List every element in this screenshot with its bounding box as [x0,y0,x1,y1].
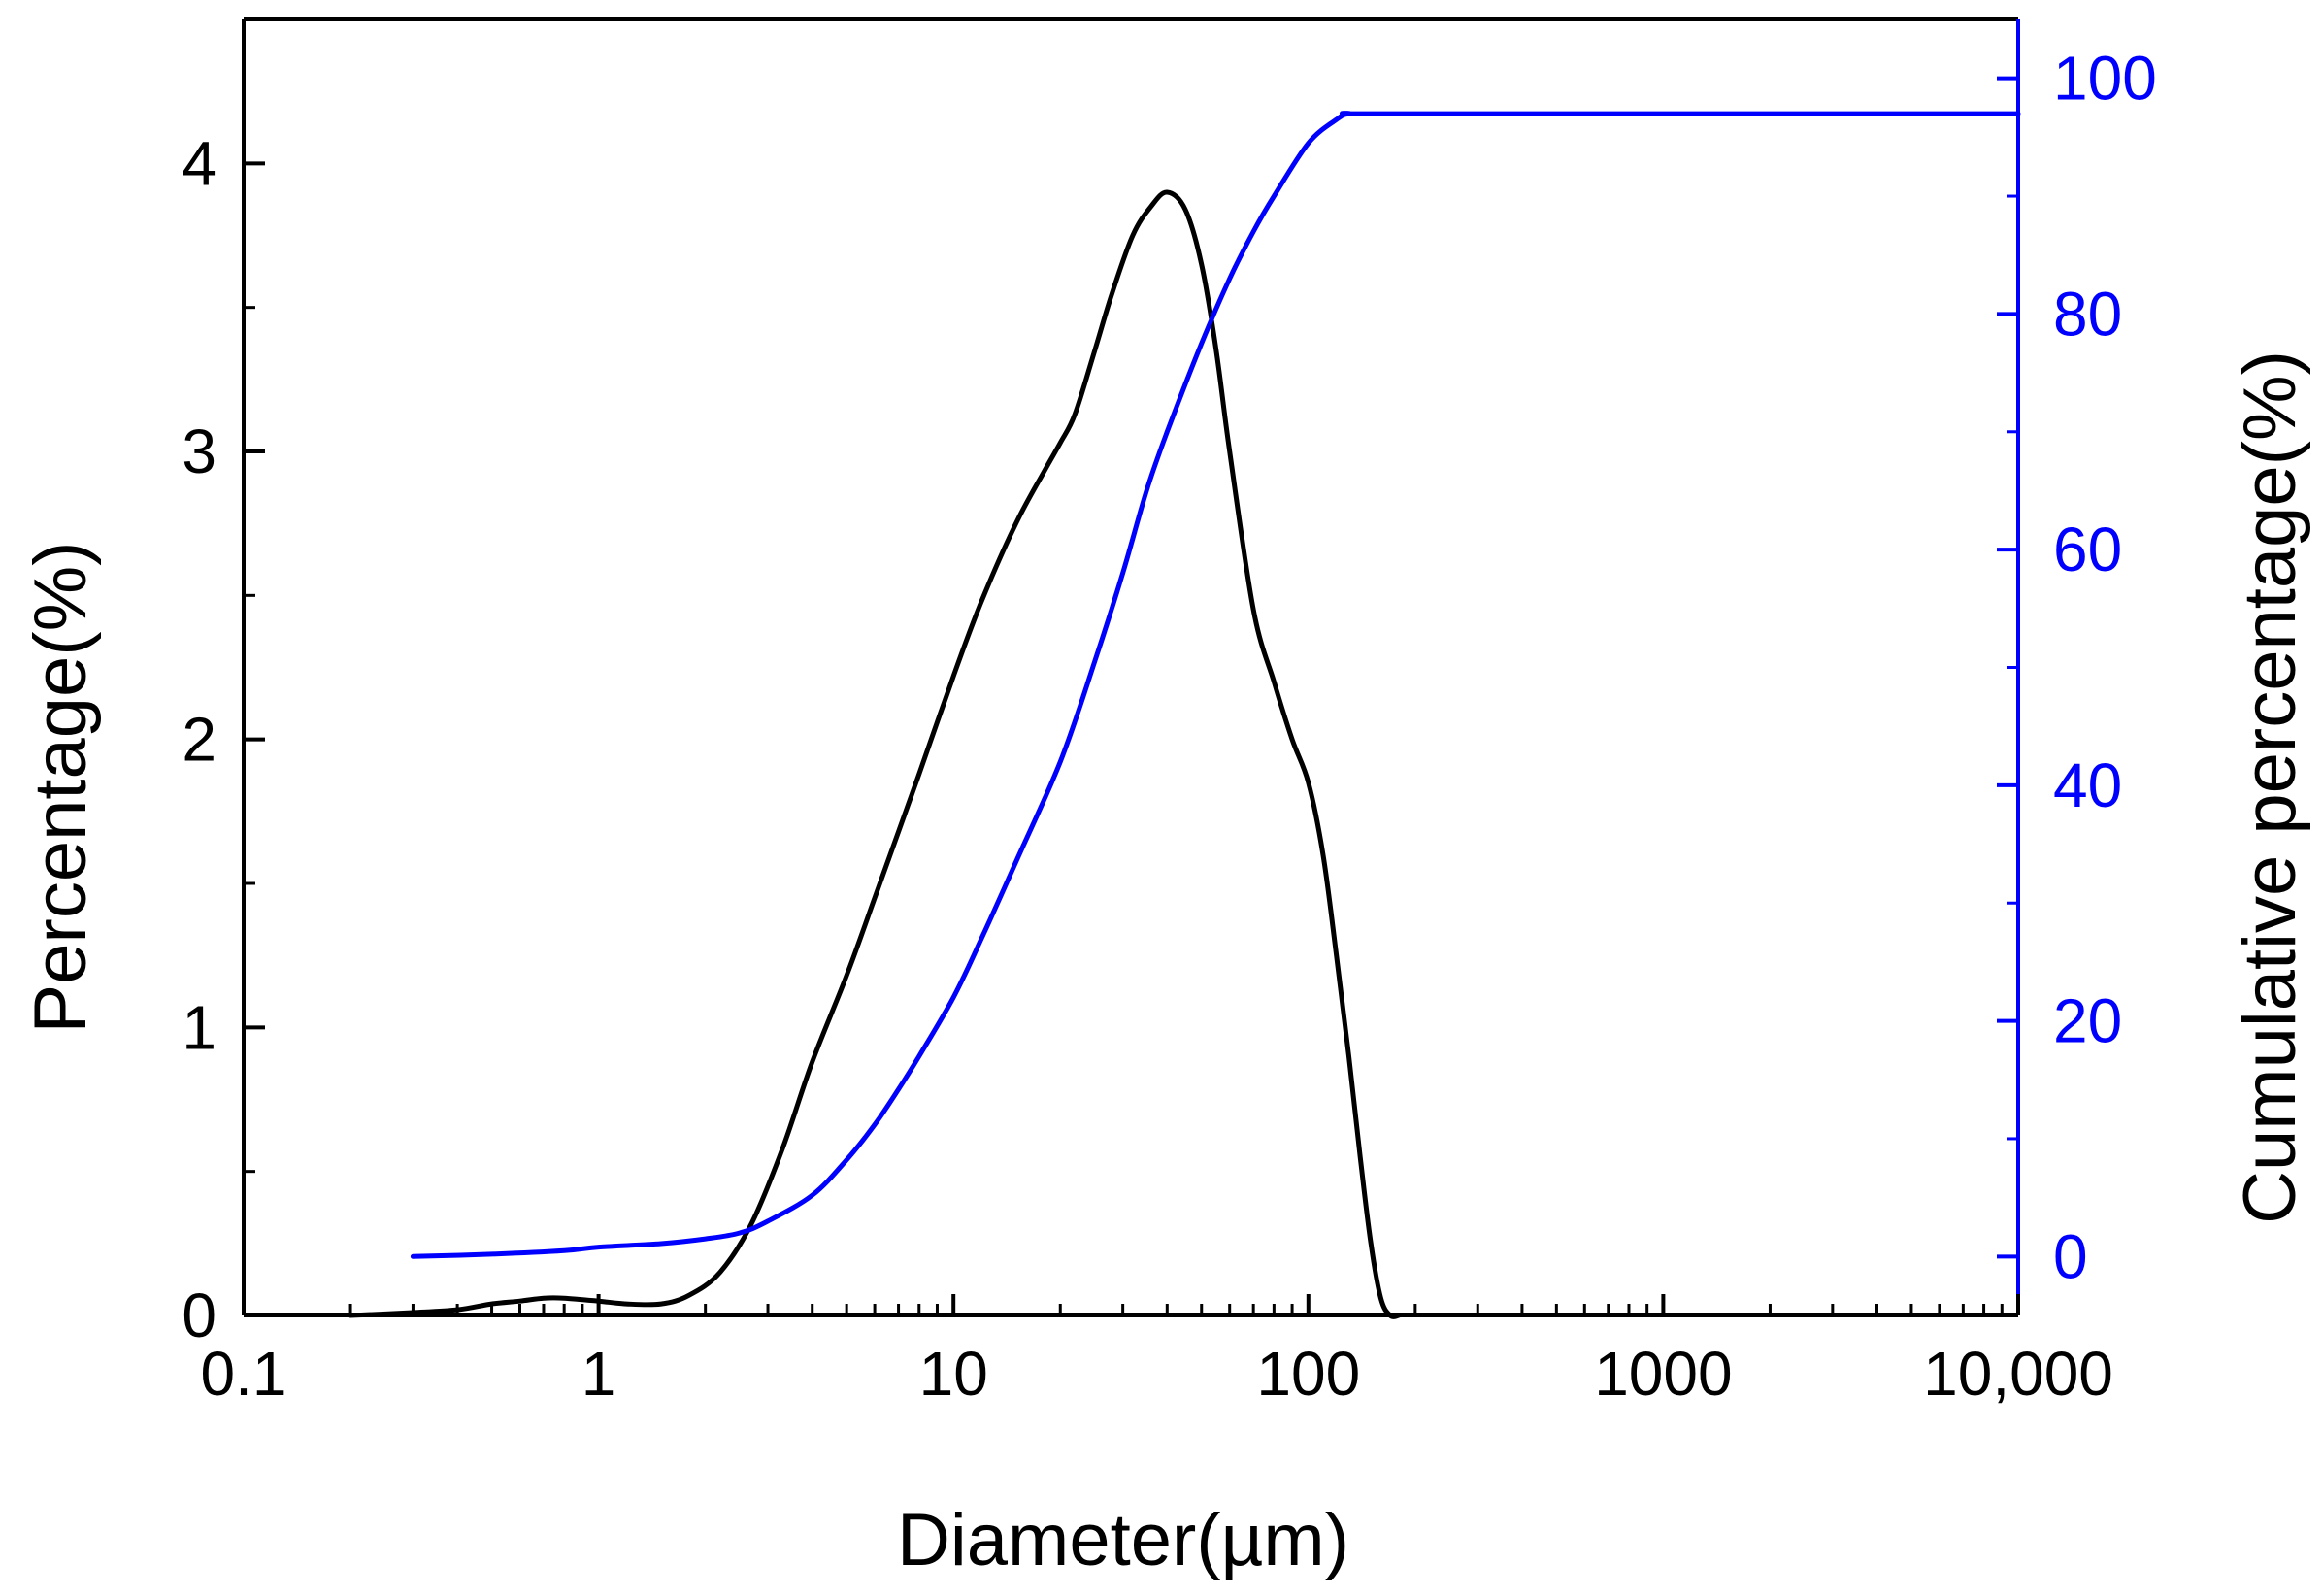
right-y-axis: 0 20 40 60 80 100 [1997,44,2157,1291]
left-y-tick-label: 4 [182,128,216,198]
cumulative-percentage-line [410,111,2021,1259]
x-axis-title: Diameter(µm) [897,1499,1349,1581]
right-y-tick-label: 60 [2053,515,2122,584]
x-tick-label: 100 [1256,1339,1360,1409]
percentage-line [348,189,1402,1319]
right-y-tick-label: 20 [2053,986,2122,1056]
x-tick-label: 10,000 [1923,1339,2113,1409]
left-y-axis: 0 1 2 3 4 [182,128,265,1350]
x-tick-label: 0.1 [201,1339,287,1409]
x-axis: 0.1 1 10 100 1000 10,000 [201,1294,2113,1409]
left-y-tick-label: 0 [182,1280,216,1350]
right-y-tick-label: 40 [2053,750,2122,820]
left-y-tick-label: 1 [182,992,216,1062]
right-y-tick-label: 0 [2053,1221,2088,1291]
right-y-tick-label: 100 [2053,44,2157,114]
left-y-tick-label: 2 [182,705,216,775]
x-tick-label: 1 [581,1339,616,1409]
plot-frame [242,17,2020,1317]
right-y-axis-title: Cumulative percentage(%) [2229,350,2311,1224]
series-layer [348,111,2021,1319]
x-tick-label: 1000 [1594,1339,1732,1409]
left-y-axis-title: Percentage(%) [19,542,102,1034]
left-y-tick-label: 3 [182,416,216,486]
x-tick-label: 10 [919,1339,988,1409]
right-y-tick-label: 80 [2053,279,2122,349]
